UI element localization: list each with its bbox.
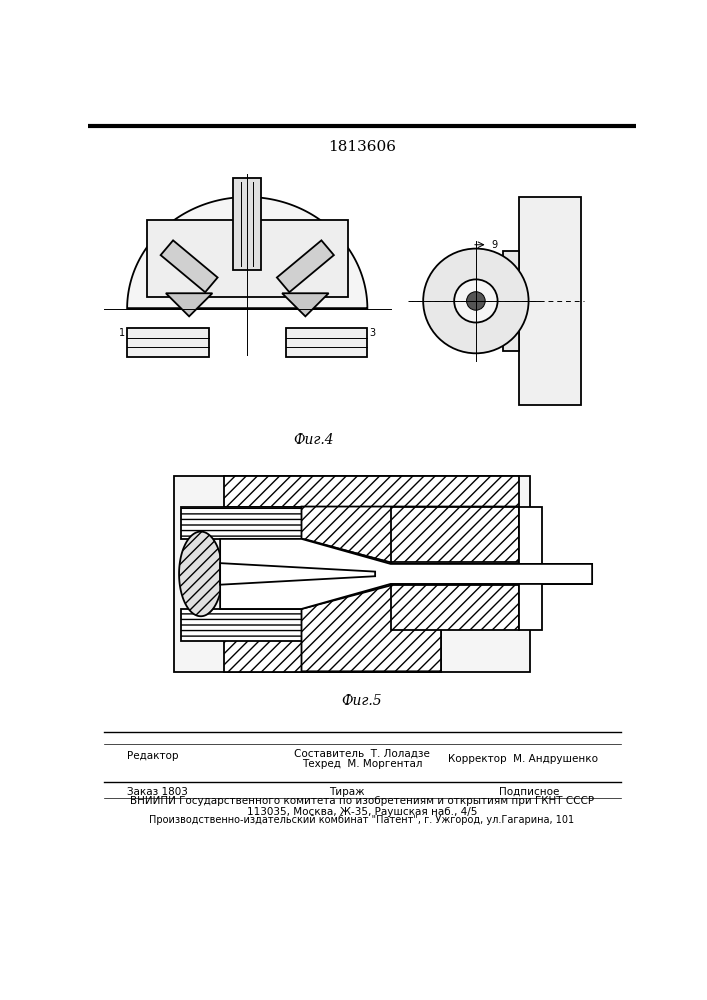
Text: Заказ 1803: Заказ 1803 [127,787,188,797]
Bar [391,507,518,562]
Polygon shape [220,563,375,585]
Polygon shape [277,240,334,292]
Text: 9: 9 [491,240,498,250]
Bar [182,507,309,539]
Text: Составитель  Т. Лоладзе: Составитель Т. Лоладзе [294,749,430,759]
Text: Фиг.5: Фиг.5 [341,694,382,708]
Text: 113035, Москва, Ж-35, Раушская наб., 4/5: 113035, Москва, Ж-35, Раушская наб., 4/5 [247,807,477,817]
Text: Производственно-издательский комбинат "Патент", г. Ужгород, ул.Гагарина, 101: Производственно-издательский комбинат "П… [149,815,575,825]
Circle shape [454,279,498,323]
Text: Тираж: Тираж [329,787,364,797]
Circle shape [423,249,529,353]
Bar [233,178,261,270]
Text: Техред  М. Моргентал: Техред М. Моргентал [302,759,422,769]
Polygon shape [179,532,223,616]
Polygon shape [160,240,218,292]
Bar [127,328,209,357]
Bar [182,609,309,641]
Bar [518,507,542,630]
Text: Подписное: Подписное [499,787,559,797]
Bar [503,251,518,351]
Polygon shape [301,507,518,562]
Text: Корректор  М. Андрушенко: Корректор М. Андрушенко [448,754,597,764]
Polygon shape [301,585,441,671]
Polygon shape [127,197,368,309]
Bar [391,564,592,584]
Text: ВНИИПИ Государственного комитета по изобретениям и открытиям при ГКНТ СССР: ВНИИПИ Государственного комитета по изоб… [130,796,594,806]
Polygon shape [220,539,592,609]
Circle shape [467,292,485,310]
Bar [391,585,518,630]
Bar [146,220,348,297]
Bar [174,476,530,672]
Bar [518,197,580,405]
Text: 3: 3 [370,328,376,338]
Bar [220,539,309,609]
Polygon shape [282,293,329,316]
Polygon shape [166,293,212,316]
Bar [286,328,368,357]
Polygon shape [301,539,391,562]
Bar [224,630,441,672]
Text: Фиг.4: Фиг.4 [293,433,334,447]
Bar [224,476,518,507]
Text: 1: 1 [119,328,125,338]
Text: 1813606: 1813606 [328,140,396,154]
Text: Редактор: Редактор [127,751,179,761]
